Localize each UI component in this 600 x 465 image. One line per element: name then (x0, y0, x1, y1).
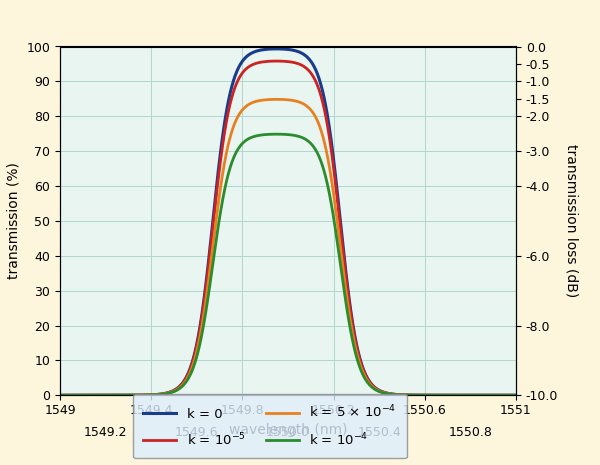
k = 0 (330, 157, 337, 162)
Line: k = 0: k = 0 (60, 49, 516, 395)
X-axis label: wavelength (nm): wavelength (nm) (229, 423, 347, 437)
k = 5 × 10$^{-4}$ (512, 392, 520, 398)
k = 10$^{-5}$ (139, 392, 146, 398)
k = 5 × 10$^{-4}$ (397, 392, 404, 398)
Text: 1550.0: 1550.0 (266, 426, 310, 439)
k = 10$^{-4}$ (273, 132, 280, 137)
k = 10$^{-4}$ (431, 392, 439, 398)
k = 5 × 10$^{-4}$ (431, 392, 439, 398)
Y-axis label: transmission loss (dB): transmission loss (dB) (565, 144, 579, 298)
k = 10$^{-4}$ (330, 214, 337, 220)
k = 10$^{-4}$ (56, 392, 64, 398)
k = 0 (273, 46, 280, 52)
k = 10$^{-5}$ (56, 392, 64, 398)
k = 5 × 10$^{-4}$ (230, 122, 238, 127)
Line: k = 10$^{-5}$: k = 10$^{-5}$ (60, 61, 516, 395)
k = 10$^{-5}$ (431, 392, 439, 398)
k = 0 (230, 76, 238, 81)
Text: 1549.6: 1549.6 (175, 426, 218, 439)
k = 10$^{-5}$ (397, 392, 404, 398)
k = 10$^{-5}$ (512, 392, 520, 398)
k = 10$^{-4}$ (139, 392, 146, 398)
Legend: k = 0, k = 10$^{-5}$, k = 5 × 10$^{-4}$, k = 10$^{-4}$: k = 0, k = 10$^{-5}$, k = 5 × 10$^{-4}$,… (133, 393, 407, 458)
k = 10$^{-5}$ (273, 58, 280, 64)
Text: 1549.2: 1549.2 (84, 426, 127, 439)
k = 10$^{-4}$ (230, 153, 238, 159)
k = 0 (512, 392, 520, 398)
k = 5 × 10$^{-4}$ (330, 191, 337, 196)
k = 0 (397, 392, 404, 398)
k = 10$^{-4}$ (353, 355, 360, 360)
k = 5 × 10$^{-4}$ (273, 97, 280, 102)
Text: 1550.8: 1550.8 (448, 426, 493, 439)
Line: k = 10$^{-4}$: k = 10$^{-4}$ (60, 134, 516, 395)
k = 5 × 10$^{-4}$ (56, 392, 64, 398)
k = 0 (353, 342, 360, 348)
k = 10$^{-4}$ (397, 392, 404, 398)
k = 5 × 10$^{-4}$ (353, 350, 360, 355)
k = 0 (431, 392, 439, 398)
Line: k = 5 × 10$^{-4}$: k = 5 × 10$^{-4}$ (60, 100, 516, 395)
Y-axis label: transmission (%): transmission (%) (7, 162, 21, 279)
Text: 1550.4: 1550.4 (358, 426, 401, 439)
k = 10$^{-5}$ (330, 165, 337, 170)
k = 10$^{-5}$ (230, 86, 238, 92)
k = 0 (139, 392, 146, 398)
k = 10$^{-4}$ (512, 392, 520, 398)
k = 0 (56, 392, 64, 398)
k = 5 × 10$^{-4}$ (139, 392, 146, 398)
k = 10$^{-5}$ (353, 344, 360, 350)
